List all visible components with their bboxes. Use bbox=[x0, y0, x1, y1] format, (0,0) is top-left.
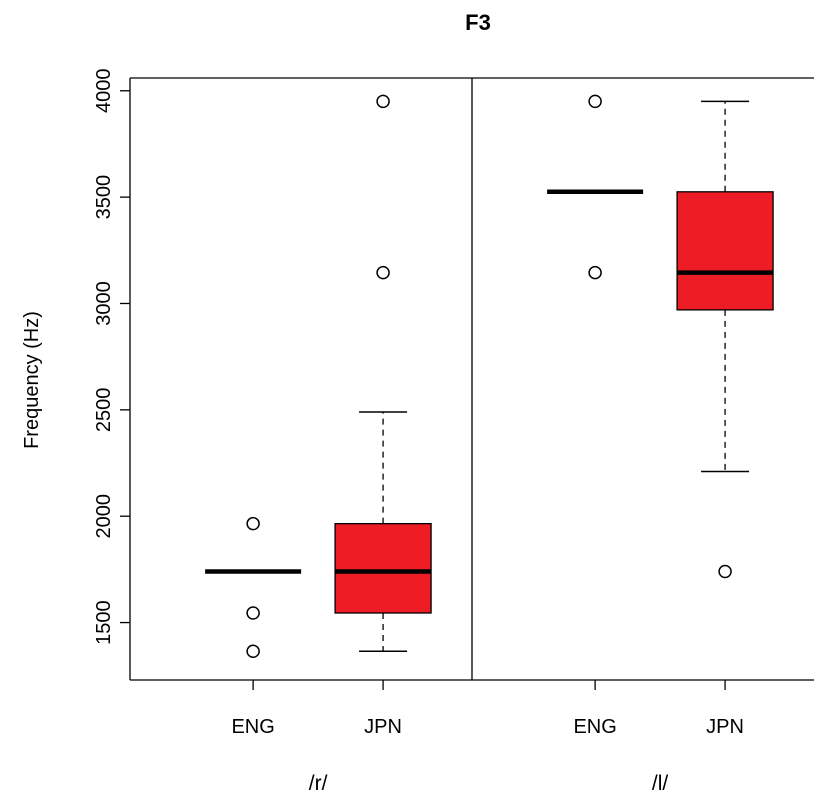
y-tick-label: 1500 bbox=[93, 600, 115, 645]
y-tick-label: 3000 bbox=[93, 281, 115, 326]
y-tick-label: 4000 bbox=[93, 69, 115, 114]
outlier-point bbox=[376, 265, 390, 280]
outlier-point bbox=[718, 564, 732, 579]
box-iqr bbox=[676, 191, 774, 311]
x-tick-label: ENG bbox=[573, 716, 616, 738]
outlier-point bbox=[246, 606, 260, 620]
panel-label: /r/ bbox=[309, 772, 328, 793]
outlier-point bbox=[588, 94, 602, 109]
outlier-point bbox=[376, 94, 390, 109]
y-axis-label: Frequency (Hz) bbox=[21, 311, 43, 449]
panel-label: /l/ bbox=[652, 772, 669, 793]
plot-area: 1500 2000 2500 3000 3500 4000/r/ENG JPN/l/ENG J… bbox=[93, 69, 814, 793]
x-tick-label: JPN bbox=[706, 716, 744, 738]
box-iqr bbox=[334, 523, 432, 614]
outlier-point bbox=[246, 644, 260, 659]
x-tick-label: ENG bbox=[231, 716, 274, 738]
outlier-point bbox=[588, 265, 602, 280]
x-tick-label: JPN bbox=[364, 716, 402, 738]
chart-title: F3 bbox=[465, 10, 491, 35]
y-tick-label: 3500 bbox=[93, 175, 115, 220]
y-tick-label: 2000 bbox=[93, 494, 115, 539]
y-tick-label: 2500 bbox=[93, 388, 115, 433]
outlier-point bbox=[246, 516, 260, 531]
